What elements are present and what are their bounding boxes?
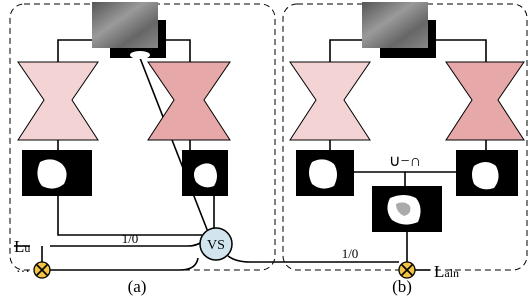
dots: ··· <box>16 265 30 280</box>
panel-label: (b) <box>392 277 412 296</box>
network-student <box>290 62 370 140</box>
loss-base: L <box>14 237 24 256</box>
network-teacher <box>148 62 230 140</box>
switch-label: 1/0 <box>342 246 359 261</box>
panel-label: (a) <box>128 277 147 296</box>
network-teacher <box>446 62 524 140</box>
scan-image <box>362 2 428 48</box>
scan-image <box>92 2 158 48</box>
loss-label: Laln <box>434 262 459 281</box>
mask-blob <box>309 159 337 188</box>
loss-sub: aln <box>444 266 459 280</box>
loss-sub: u <box>24 241 30 255</box>
vs-label: VS <box>207 238 225 253</box>
loss-base: L <box>434 262 444 281</box>
switch-label: 1/0 <box>122 231 139 246</box>
operation-label: ∪−∩ <box>389 153 421 170</box>
network-student <box>18 62 98 140</box>
mask-blob <box>472 162 499 189</box>
switch-node <box>399 262 415 278</box>
loss-label: Lu <box>14 237 30 256</box>
diagram: VS Lu ··· 1/0 (a) ∪−∩ 1/0 Laln (b) <box>0 0 530 301</box>
scan-mask-peek <box>130 51 150 59</box>
switch-node <box>34 262 50 278</box>
